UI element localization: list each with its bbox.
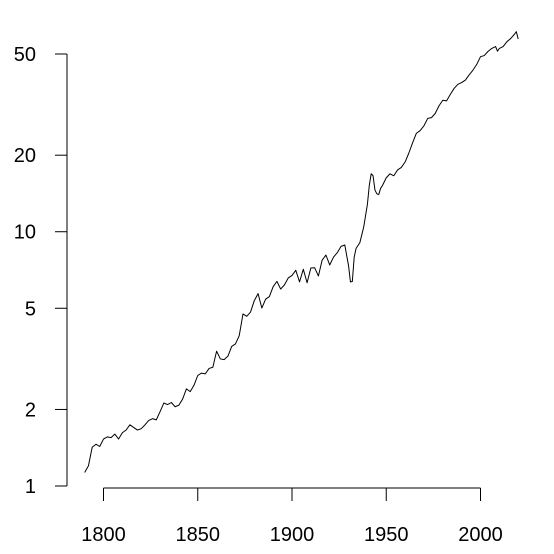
y-tick-label: 5 [25, 298, 36, 320]
y-axis: 1 2 5 10 20 50 [14, 44, 68, 498]
x-tick-label: 1800 [81, 524, 126, 546]
x-tick-label: 1850 [176, 524, 221, 546]
x-axis: 1800 1850 1900 1950 2000 [81, 487, 503, 546]
y-tick-label: 2 [25, 399, 36, 421]
plot-area [84, 31, 519, 473]
x-tick-label: 2000 [458, 524, 503, 546]
x-tick-label: 1950 [364, 524, 409, 546]
y-tick-label: 20 [14, 145, 36, 167]
y-tick-label: 1 [25, 476, 36, 498]
y-tick-label: 50 [14, 44, 36, 66]
y-tick-label: 10 [14, 222, 36, 244]
series-line [84, 31, 519, 473]
x-tick-label: 1900 [270, 524, 315, 546]
